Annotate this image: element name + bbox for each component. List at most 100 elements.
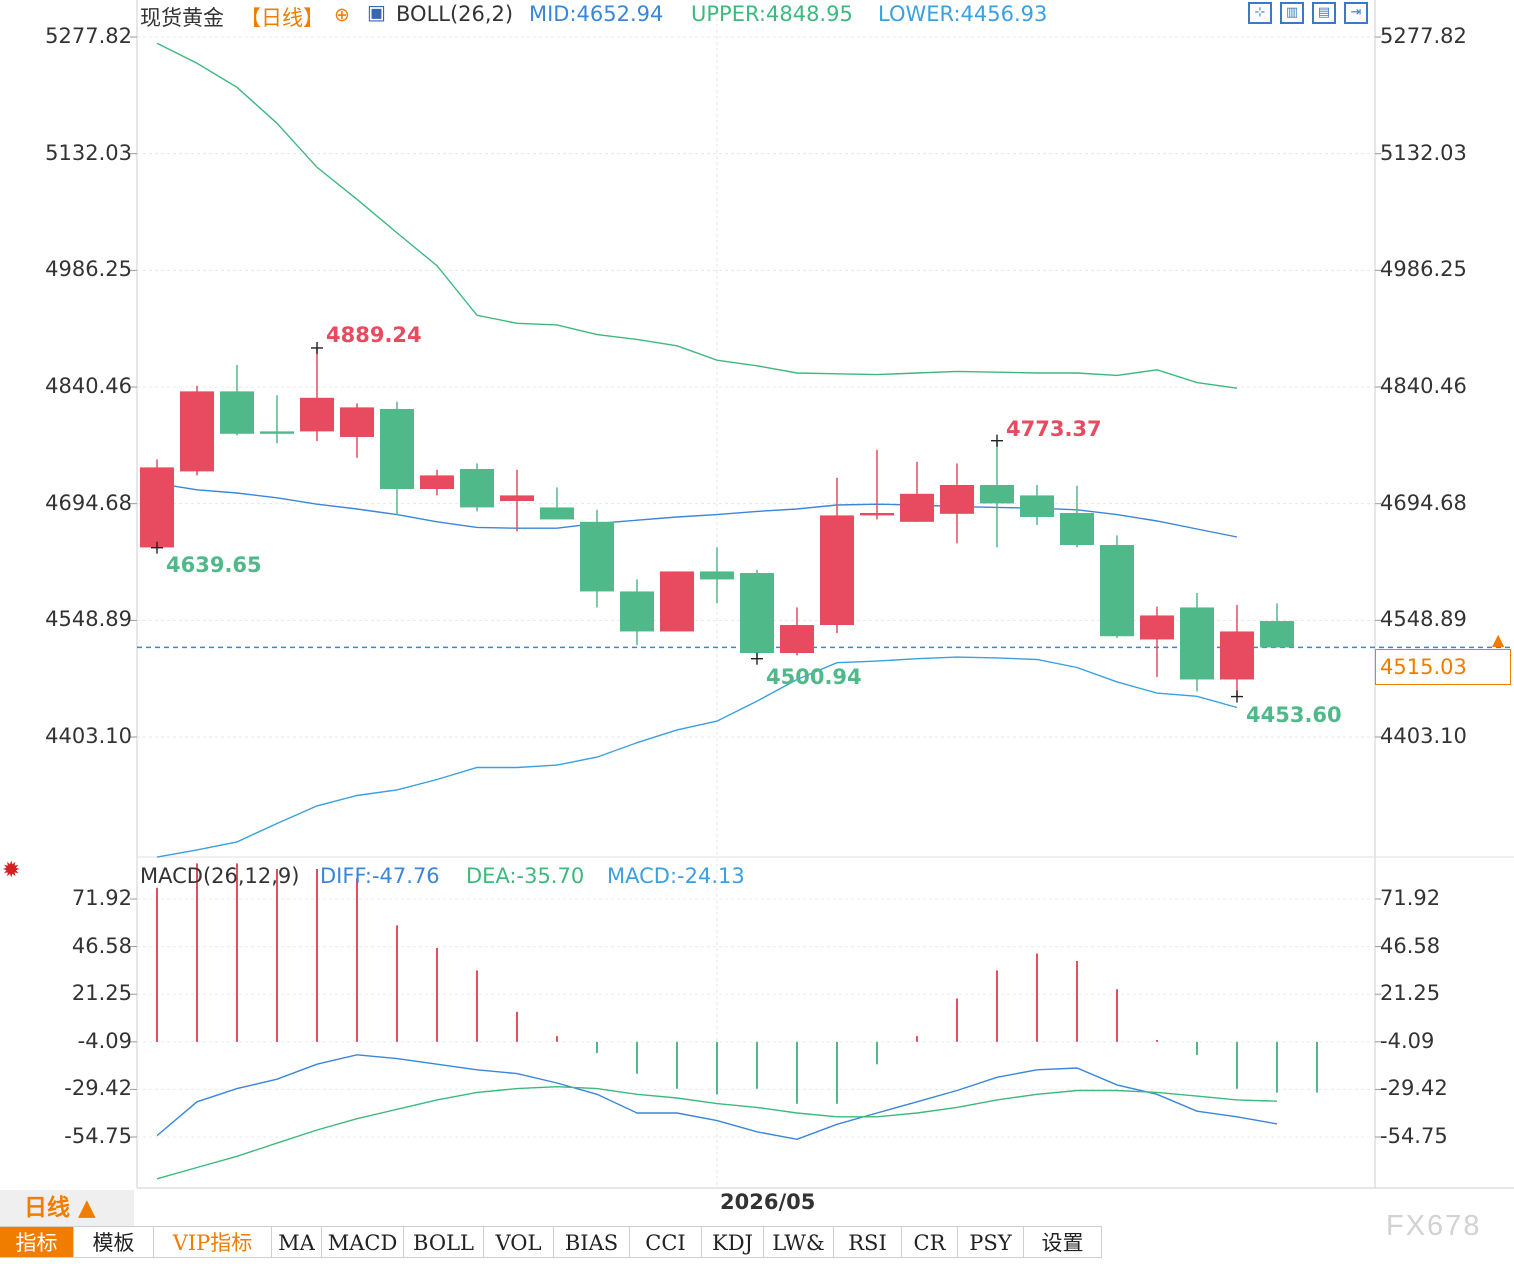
candle	[1180, 593, 1214, 692]
candle-body	[980, 484, 1014, 504]
price-tick-label: 4403.10	[1380, 724, 1467, 748]
price-tick-label: 4840.46	[45, 374, 132, 398]
tab-5[interactable]: BOLL	[404, 1226, 484, 1258]
crosshair-icon[interactable]: ⊹	[1248, 2, 1272, 24]
macd-tick-label: 71.92	[71, 886, 132, 910]
macd-tick-label: -29.42	[1380, 1076, 1448, 1101]
candle	[820, 477, 854, 634]
price-tick-label: 4548.89	[1380, 607, 1467, 632]
tab-4[interactable]: MACD	[322, 1226, 404, 1258]
tab-1[interactable]: 模板	[74, 1226, 154, 1258]
macd-area	[156, 863, 1318, 1180]
candle-body	[420, 475, 454, 490]
instrument-title: 现货黄金	[140, 6, 224, 30]
candle-body	[540, 507, 574, 520]
macd-dea-line	[156, 1085, 1278, 1180]
tab-6[interactable]: VOL	[484, 1226, 554, 1258]
tab-0[interactable]: 指标	[0, 1226, 74, 1258]
tab-2[interactable]: VIP指标	[154, 1226, 272, 1258]
zoom-out-icon[interactable]: ▤	[1312, 2, 1336, 24]
price-tick-label: 4986.25	[45, 257, 132, 282]
candle-body	[620, 591, 654, 632]
macd-diff: DIFF:-47.76	[320, 864, 440, 888]
boll-lines	[137, 42, 1514, 858]
indicator-tabs: 指标 模板 VIP指标 MA MACD BOLL VOL BIAS CCI KDJ LW& RSI CR…	[0, 1226, 1102, 1260]
candle-body	[1180, 607, 1214, 680]
candle	[700, 547, 734, 604]
tab-7[interactable]: BIAS	[554, 1226, 630, 1258]
candle	[140, 459, 174, 548]
tab-11[interactable]: RSI	[834, 1226, 902, 1258]
candle-body	[1260, 621, 1294, 648]
candle-body	[1020, 495, 1054, 518]
period-button[interactable]: 日线 ▲	[0, 1190, 134, 1226]
candle	[620, 579, 654, 646]
boll-lower-line	[156, 656, 1238, 858]
boll-upper-line	[156, 42, 1238, 389]
zoom-in-icon[interactable]: ▥	[1280, 2, 1304, 24]
date-axis-label: 2026/05	[720, 1190, 816, 1214]
macd-tick-label: 71.92	[1380, 886, 1441, 910]
candle	[1140, 606, 1174, 678]
macd-value: MACD:-24.13	[607, 864, 745, 888]
candle-body	[500, 495, 534, 502]
candle-body	[140, 467, 174, 548]
macd-tick-label: 21.25	[71, 981, 132, 1006]
candle	[740, 569, 774, 659]
price-tick-label: 4986.25	[1380, 257, 1467, 282]
tab-14[interactable]: 设置	[1024, 1226, 1102, 1258]
candle	[1260, 603, 1294, 648]
high-label: 4889.24	[326, 323, 422, 347]
price-tick-label: 4840.46	[1380, 374, 1467, 398]
price-tick-label: 5132.03	[1380, 140, 1467, 165]
candle-body	[1140, 615, 1174, 640]
current-price-tag: 4515.03	[1375, 649, 1511, 685]
candle-body	[700, 571, 734, 580]
candle	[1100, 535, 1134, 638]
tab-10[interactable]: LW&	[764, 1226, 834, 1258]
price-tick-label: 5277.82	[45, 24, 132, 48]
candle-body	[740, 573, 774, 654]
candle	[660, 571, 694, 632]
candle-body	[860, 513, 894, 516]
price-tick-label: 4548.89	[45, 607, 132, 632]
macd-tick-label: -54.75	[64, 1124, 132, 1148]
low-label: 4639.65	[166, 553, 262, 577]
boll-lower: LOWER:4456.93	[878, 2, 1048, 26]
candle-body	[260, 431, 294, 434]
tab-8[interactable]: CCI	[630, 1226, 702, 1258]
low-label: 4453.60	[1246, 703, 1342, 727]
tab-12[interactable]: CR	[902, 1226, 958, 1258]
tab-3[interactable]: MA	[272, 1226, 322, 1258]
candle	[420, 469, 454, 496]
candle	[580, 509, 614, 608]
candle-body	[300, 397, 334, 432]
macd-diff-line	[156, 1054, 1278, 1141]
candle-body	[1060, 513, 1094, 546]
tab-9[interactable]: KDJ	[702, 1226, 764, 1258]
candle-body	[380, 408, 414, 490]
macd-tick-label: 46.58	[1380, 933, 1441, 958]
add-icon[interactable]: ⊕	[334, 4, 350, 26]
candle	[860, 449, 894, 520]
macd-tick-label: 46.58	[71, 933, 132, 958]
candle	[980, 440, 1014, 548]
candle	[1060, 485, 1094, 548]
low-label: 4500.94	[766, 665, 862, 689]
candle-body	[180, 391, 214, 472]
tab-13[interactable]: PSY	[958, 1226, 1024, 1258]
price-tick-label: 4694.68	[45, 490, 132, 515]
price-marker-icon[interactable]: ▲	[1492, 630, 1505, 649]
settings-icon[interactable]: ✹	[2, 858, 21, 883]
candle-body	[340, 407, 374, 437]
high-label: 4773.37	[1006, 417, 1102, 441]
candle	[500, 469, 534, 532]
scroll-end-icon[interactable]: ⇥	[1344, 2, 1368, 24]
candle	[1020, 484, 1054, 526]
watermark: FX678	[1386, 1210, 1482, 1242]
indicator-name: BOLL(26,2)	[396, 2, 514, 26]
candle-body	[1220, 631, 1254, 680]
macd-name: MACD(26,12,9)	[140, 864, 300, 888]
indicator-icon[interactable]: ▣	[367, 0, 386, 24]
